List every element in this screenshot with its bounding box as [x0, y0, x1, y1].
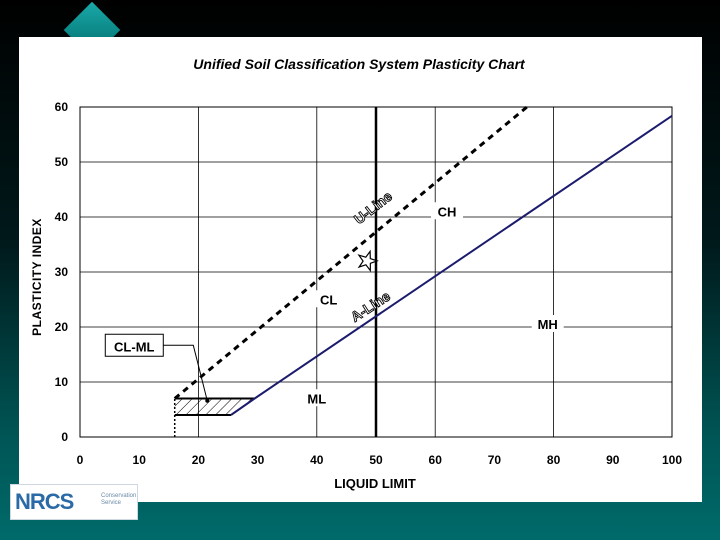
zone-label-ch: CH [438, 204, 457, 219]
logo-subtext: Conservation Service [101, 493, 137, 506]
cl-ml-hatched-zone [174, 398, 255, 415]
x-tick-label: 100 [662, 453, 682, 467]
plasticity-chart: Unified Soil Classification System Plast… [30, 56, 682, 491]
x-tick-label: 40 [310, 453, 324, 467]
slide-panel: Unified Soil Classification System Plast… [19, 37, 702, 502]
zone-label-ml: ML [307, 391, 326, 406]
zone-label-bg [531, 315, 564, 332]
y-tick-label: 10 [55, 375, 69, 389]
x-tick-label: 10 [133, 453, 147, 467]
y-tick-label: 0 [61, 430, 68, 444]
y-axis-label: PLASTICITY INDEX [30, 218, 44, 336]
y-tick-label: 40 [55, 210, 69, 224]
y-tick-label: 50 [55, 155, 69, 169]
x-tick-label: 80 [547, 453, 561, 467]
x-tick-label: 50 [369, 453, 383, 467]
x-axis-label: LIQUID LIMIT [334, 476, 416, 491]
x-tick-label: 0 [77, 453, 84, 467]
x-tick-label: 20 [192, 453, 206, 467]
chart-title: Unified Soil Classification System Plast… [193, 56, 526, 72]
zone-label-cl: CL [320, 292, 337, 307]
cl-ml-leader-dot [205, 398, 210, 403]
zone-label-bg [431, 202, 464, 220]
star-marker [357, 249, 379, 273]
y-tick-label: 30 [55, 265, 69, 279]
logo-mark: NRCS [15, 489, 74, 514]
x-tick-label: 90 [606, 453, 620, 467]
nrcs-logo: NRCS Conservation Service [10, 484, 138, 520]
zone-label-cl-ml: CL-ML [114, 339, 154, 354]
y-tick-label: 60 [55, 100, 69, 114]
zone-label-bg [300, 389, 333, 407]
x-tick-label: 70 [488, 453, 502, 467]
y-tick-label: 20 [55, 320, 69, 334]
a-lineseries-line [230, 114, 673, 416]
x-tick-label: 60 [429, 453, 443, 467]
cl-ml-leader-line [163, 344, 208, 401]
x-tick-label: 30 [251, 453, 265, 467]
zone-label-mh: MH [538, 317, 558, 332]
zone-label-bg [312, 290, 345, 308]
